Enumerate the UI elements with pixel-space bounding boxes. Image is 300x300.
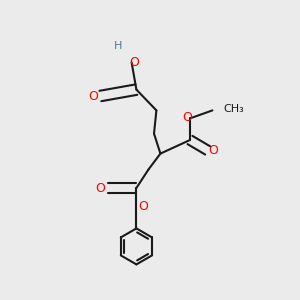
Text: H: H — [114, 41, 122, 51]
Text: O: O — [139, 200, 148, 213]
Text: O: O — [129, 56, 139, 69]
Text: O: O — [183, 111, 193, 124]
Text: O: O — [209, 144, 218, 157]
Text: CH₃: CH₃ — [223, 104, 244, 114]
Text: O: O — [95, 182, 105, 194]
Text: O: O — [88, 89, 98, 103]
